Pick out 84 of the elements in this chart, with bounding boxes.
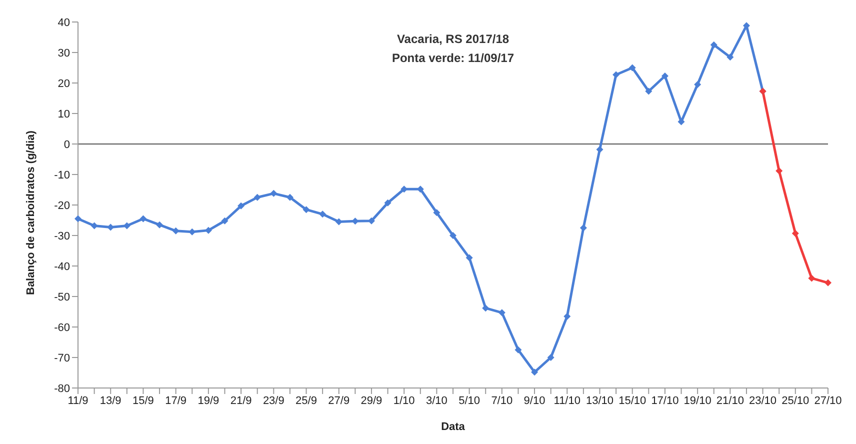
point	[107, 224, 114, 231]
point	[433, 209, 440, 216]
x-tick-label: 25/10	[782, 394, 810, 407]
point	[678, 118, 685, 126]
x-tick-label: 25/9	[296, 394, 317, 407]
y-tick-label: -10	[54, 169, 70, 182]
text: Vacaria, RS 2017/18	[396, 31, 510, 48]
point	[628, 64, 636, 72]
y-tick-label: 10	[58, 108, 70, 120]
point	[156, 221, 164, 228]
point	[792, 230, 799, 237]
x-tick-label: 19/9	[198, 394, 220, 407]
point	[694, 81, 702, 88]
point	[547, 354, 554, 361]
x-tick-label: 11/10	[554, 394, 580, 407]
point	[335, 218, 342, 226]
point	[270, 190, 278, 197]
x-tick-label: 3/10	[426, 394, 448, 407]
point	[580, 224, 587, 232]
x-tick-label: 21/9	[230, 394, 252, 407]
x-tick-label: 15/9	[132, 394, 154, 407]
x-tick-label: 11/9	[68, 394, 88, 407]
point	[319, 210, 326, 218]
point	[204, 226, 212, 234]
point	[140, 215, 147, 222]
point	[564, 312, 571, 320]
x-tick-label: 17/9	[165, 394, 187, 407]
y-axis-title: Balanço de carboidratos (g/dia)	[24, 130, 37, 295]
point	[482, 304, 490, 312]
x-tick-label: 27/9	[328, 394, 350, 407]
point	[498, 309, 506, 316]
point	[808, 274, 816, 282]
point	[90, 222, 98, 230]
point	[416, 186, 424, 193]
y-tick-label: -30	[54, 230, 70, 242]
x-tick-label: 23/10	[749, 394, 777, 407]
point	[172, 227, 180, 234]
point	[286, 194, 294, 201]
point	[352, 218, 359, 225]
x-tick-label: 21/10	[716, 394, 744, 407]
y-tick-label: -50	[54, 291, 70, 304]
point	[188, 228, 196, 236]
y-tick-label: 40	[58, 16, 70, 29]
x-tick-label: 9/10	[524, 394, 546, 407]
point	[824, 279, 832, 286]
point	[726, 54, 734, 61]
point	[645, 88, 652, 95]
x-tick-label: 1/10	[393, 394, 415, 407]
y-tick-label: -80	[54, 382, 70, 395]
point	[238, 202, 245, 210]
point	[221, 217, 228, 224]
point	[596, 146, 604, 153]
point	[776, 167, 783, 174]
point	[466, 254, 473, 262]
x-tick-label: 13/10	[586, 394, 614, 407]
y-tick-label: 30	[58, 47, 70, 60]
x-axis-title: Data	[441, 421, 466, 433]
x-tick-label: 19/10	[684, 394, 712, 407]
point	[450, 232, 456, 239]
point	[74, 215, 82, 222]
x-tick-label: 7/10	[491, 394, 513, 407]
y-tick-label: -20	[54, 200, 70, 212]
point	[612, 71, 620, 78]
point	[531, 368, 538, 376]
y-tick-label: 0	[64, 138, 70, 151]
point	[123, 222, 130, 230]
x-tick-label: 17/10	[651, 394, 679, 407]
y-tick-label: -60	[54, 322, 70, 334]
point	[661, 72, 668, 80]
x-tick-label: 27/10	[814, 394, 842, 407]
point	[384, 199, 392, 206]
x-tick-label: 29/9	[360, 394, 382, 407]
x-tick-label: 15/10	[618, 394, 646, 407]
point	[710, 41, 718, 48]
point	[302, 206, 310, 214]
x-tick-label: 23/9	[262, 394, 284, 407]
x-tick-label: 5/10	[458, 394, 480, 407]
x-tick-label: 13/9	[100, 394, 122, 407]
y-tick-label: -40	[54, 260, 70, 273]
y-tick-label: -70	[54, 352, 70, 364]
point	[254, 194, 261, 201]
y-tick-label: 20	[58, 78, 70, 90]
point	[514, 346, 522, 354]
text: Ponta verde: 11/09/17	[390, 50, 516, 67]
